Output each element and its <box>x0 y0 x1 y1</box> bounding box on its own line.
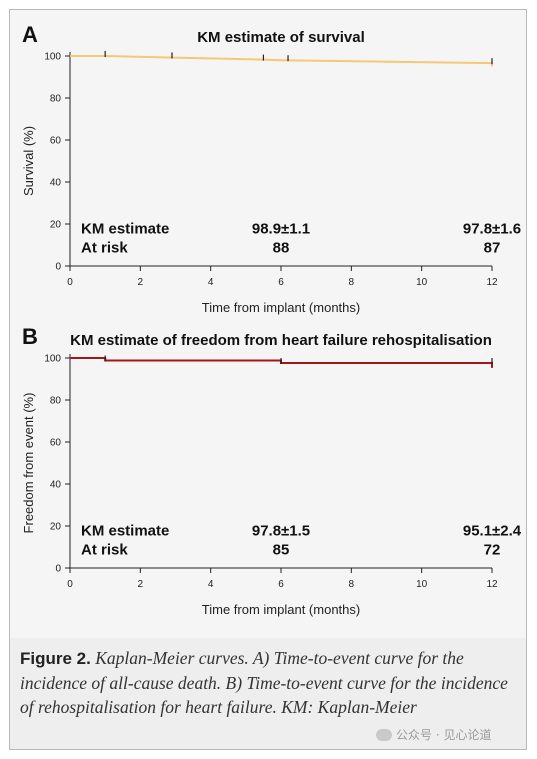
x-tick-label: 6 <box>278 579 284 590</box>
y-tick-label: 0 <box>55 262 61 273</box>
annotation-row-label: At risk <box>81 239 128 256</box>
y-tick-label: 80 <box>50 94 62 105</box>
chart-title: KM estimate of survival <box>197 29 365 46</box>
y-tick-label: 20 <box>50 522 62 533</box>
at-risk-value: 85 <box>273 541 290 558</box>
x-tick-label: 0 <box>67 277 73 288</box>
y-axis-label: Survival (%) <box>21 126 36 196</box>
x-axis-label: Time from implant (months) <box>202 602 360 617</box>
panel-letter: B <box>22 324 38 349</box>
x-tick-label: 2 <box>138 277 144 288</box>
annotation-row-label: KM estimate <box>81 220 169 237</box>
chart-title: KM estimate of freedom from heart failur… <box>70 332 492 349</box>
x-tick-label: 8 <box>349 579 355 590</box>
y-tick-label: 100 <box>44 354 61 365</box>
y-tick-label: 20 <box>50 220 62 231</box>
x-tick-label: 10 <box>416 579 428 590</box>
x-tick-label: 12 <box>486 579 498 590</box>
y-tick-label: 100 <box>44 52 61 63</box>
caption-text: Kaplan-Meier curves. A) Time-to-event cu… <box>20 648 508 717</box>
at-risk-value: 88 <box>273 239 290 256</box>
km-estimate-value: 95.1±2.4 <box>463 522 522 539</box>
y-tick-label: 0 <box>55 564 61 575</box>
km-estimate-value: 97.8±1.5 <box>252 522 310 539</box>
x-axis-label: Time from implant (months) <box>202 300 360 315</box>
x-tick-label: 4 <box>208 579 214 590</box>
y-tick-label: 60 <box>50 136 62 147</box>
caption-region <box>10 638 526 749</box>
watermark-text: 公众号 · 见心论道 <box>396 728 492 742</box>
y-tick-label: 60 <box>50 438 62 449</box>
y-tick-label: 40 <box>50 178 62 189</box>
km-estimate-value: 98.9±1.1 <box>252 220 310 237</box>
chart-panel-a: A KM estimate of survival 0 20 40 60 80 100 0 2 4 6… <box>21 22 521 315</box>
x-tick-label: 4 <box>208 277 214 288</box>
annotation-row-label: At risk <box>81 541 128 558</box>
x-tick-label: 8 <box>349 277 355 288</box>
annotation-row-label: KM estimate <box>81 522 169 539</box>
x-tick-label: 6 <box>278 277 284 288</box>
x-tick-label: 12 <box>486 277 498 288</box>
watermark: 公众号 · 见心论道 <box>376 726 491 743</box>
y-tick-label: 80 <box>50 396 62 407</box>
at-risk-value: 87 <box>484 239 501 256</box>
x-tick-label: 2 <box>138 579 144 590</box>
x-tick-label: 10 <box>416 277 428 288</box>
y-axis-label: Freedom from event (%) <box>21 393 36 534</box>
plot-region <box>10 10 526 638</box>
figure-caption: Figure 2. Kaplan-Meier curves. A) Time-t… <box>20 646 520 719</box>
chart-panel-b: B KM estimate of freedom from heart failu… <box>21 324 522 617</box>
wechat-icon <box>376 728 392 741</box>
x-tick-label: 0 <box>67 579 73 590</box>
panel-letter: A <box>22 22 38 47</box>
km-estimate-value: 97.8±1.6 <box>463 220 521 237</box>
y-tick-label: 40 <box>50 480 62 491</box>
figure-frame <box>9 9 527 750</box>
caption-label: Figure 2. <box>20 649 91 668</box>
at-risk-value: 72 <box>484 541 501 558</box>
